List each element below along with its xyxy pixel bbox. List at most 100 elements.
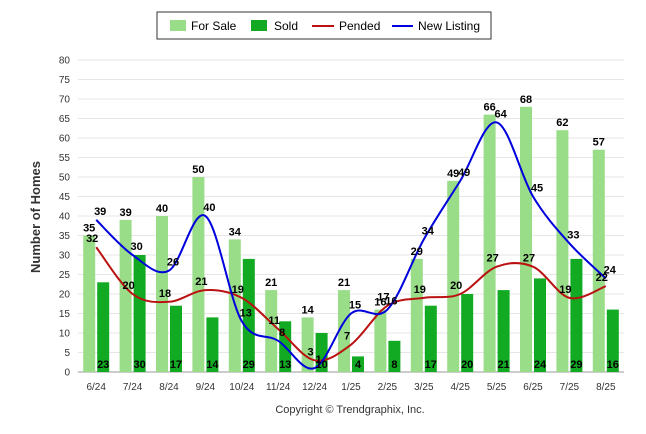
value-label-for-sale: 21 [338,277,350,289]
y-tick-label: 45 [59,192,71,203]
x-tick-label: 3/25 [414,382,434,393]
gridlines [78,59,624,373]
value-label-pended: 3 [308,346,314,358]
value-label-sold: 16 [607,359,619,371]
y-axis-ticks: 0 5 10 15 20 25 30 35 40 45 50 55 60 65 70 75 80 [59,56,71,379]
bar-for-sale [119,219,132,372]
copyright-text: Copyright © Trendgraphix, Inc. [275,404,424,416]
bar-for-sale [156,216,168,372]
bar-for-sale [83,235,96,372]
x-tick-label: 8/25 [596,382,616,393]
bar-sold [461,294,474,372]
value-label-pended: 19 [414,284,426,296]
value-label-pended: 19 [232,284,244,296]
value-label-sold: 29 [570,359,582,371]
x-tick-label: 10/24 [229,382,254,393]
bar-for-sale [556,130,569,372]
legend-label-sold: Sold [274,19,298,33]
value-label-pended: 27 [486,253,498,265]
value-label-sold: 29 [243,359,255,371]
value-label-new-listing: 40 [203,202,215,214]
bar-sold [606,309,619,372]
y-tick-label: 30 [59,251,71,262]
value-label-for-sale: 16 [374,297,386,309]
value-label-new-listing: 45 [531,183,543,195]
value-label-sold: 24 [534,359,547,371]
value-label-pended: 17 [377,292,389,304]
y-tick-label: 75 [59,75,71,86]
value-label-new-listing: 1 [316,354,322,366]
value-label-new-listing: 26 [167,257,179,269]
x-tick-label: 6/24 [86,382,106,393]
value-label-for-sale: 62 [556,117,568,129]
value-label-for-sale: 57 [593,137,605,149]
y-tick-label: 10 [59,329,71,340]
value-label-for-sale: 49 [447,168,459,180]
value-label-new-listing: 13 [240,307,252,319]
y-tick-label: 65 [59,114,71,125]
value-label-for-sale: 66 [483,102,495,114]
value-label-for-sale: 29 [411,246,423,258]
y-tick-label: 70 [59,95,71,106]
bar-sold [170,305,182,372]
x-axis-ticks: 6/24 7/24 8/24 9/24 10/24 11/24 12/24 1/25 2/25 3… [86,382,616,393]
bar-sold [424,305,437,372]
value-label-new-listing: 16 [385,296,397,308]
value-label-pended: 18 [159,288,171,300]
bar-sold [206,317,219,372]
y-tick-label: 50 [59,173,71,184]
y-tick-label: 0 [64,368,70,379]
value-label-pended: 20 [122,280,134,292]
value-label-sold: 17 [170,359,182,371]
value-label-pended: 7 [344,331,350,343]
value-label-for-sale: 34 [229,226,242,238]
value-label-sold: 14 [206,359,219,371]
value-label-sold: 21 [497,359,509,371]
x-tick-label: 5/25 [487,382,507,393]
value-label-new-listing: 33 [567,229,579,241]
value-label-sold: 4 [355,359,362,371]
legend-swatch-for-sale [170,20,186,31]
bar-sold [352,356,364,372]
value-label-new-listing: 8 [279,327,285,339]
y-tick-label: 80 [59,56,71,67]
y-tick-label: 20 [59,290,71,301]
legend-label-new-listing: New Listing [418,19,480,33]
bar-for-sale [447,180,460,372]
bar-for-sale [520,106,532,373]
y-tick-label: 40 [59,212,71,223]
bar-sold [497,290,510,372]
bars [83,106,619,373]
y-tick-label: 35 [59,231,71,242]
value-label-pended: 22 [596,272,608,284]
bar-sold [534,278,546,372]
x-tick-label: 12/24 [302,382,327,393]
value-label-new-listing: 15 [349,300,361,312]
x-tick-label: 11/24 [266,382,291,393]
x-tick-label: 6/25 [523,382,543,393]
x-tick-label: 7/25 [560,382,580,393]
bar-for-sale [265,290,278,372]
value-label-new-listing: 24 [604,264,617,276]
value-label-new-listing: 39 [94,206,106,218]
value-label-sold: 10 [315,359,327,371]
value-label-new-listing: 30 [130,241,142,253]
value-label-sold: 30 [133,359,145,371]
value-label-pended: 32 [86,233,98,245]
bar-for-sale [301,317,314,372]
value-label-for-sale: 35 [83,223,95,235]
y-axis-title: Number of Homes [28,161,43,273]
line-new-listing [95,121,607,370]
x-tick-label: 4/25 [450,382,470,393]
x-tick-label: 7/24 [123,382,143,393]
bar-for-sale [374,309,387,372]
value-label-pended: 11 [268,315,280,327]
bar-for-sale [192,177,205,372]
y-tick-label: 15 [59,309,71,320]
bar-sold [97,282,110,372]
bar-sold [133,255,146,372]
value-label-sold: 23 [97,359,109,371]
value-label-sold: 13 [279,359,291,371]
legend-label-for-sale: For Sale [191,19,237,33]
x-tick-label: 9/24 [196,382,216,393]
